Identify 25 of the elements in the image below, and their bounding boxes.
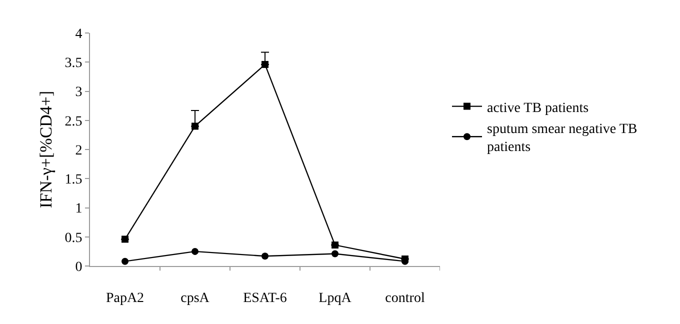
y-tick-label: 3: [75, 85, 82, 100]
point: [262, 60, 268, 68]
y-tick-label: 2: [75, 143, 82, 158]
point: [332, 250, 338, 258]
x-tick-label: ESAT-6: [243, 290, 287, 306]
y-tick-label: 4: [75, 26, 82, 42]
y-tick-label: 2.5: [64, 114, 82, 130]
point: [332, 242, 338, 249]
point: [192, 122, 198, 130]
x-tick-label: cpsA: [180, 290, 210, 306]
x-tick-label: PapA2: [106, 290, 144, 306]
y-tick-label: 0: [75, 260, 82, 275]
legend-label: sputum smear negative TB patients: [487, 122, 638, 156]
x-tick-label: control: [385, 290, 425, 306]
point: [122, 236, 128, 243]
y-axis-title: IFN-γ+[%CD4+]: [36, 90, 56, 208]
point: [262, 252, 268, 260]
y-tick-label: 1: [75, 202, 82, 217]
point: [192, 248, 198, 255]
point: [122, 258, 128, 265]
y-tick-label: 1.5: [64, 172, 82, 188]
x-tick-label: LpqA: [318, 290, 352, 306]
legend-label: active TB patients: [487, 100, 589, 116]
y-tick-label: 0.5: [64, 230, 82, 246]
y-tick-label: 3.5: [64, 56, 82, 72]
